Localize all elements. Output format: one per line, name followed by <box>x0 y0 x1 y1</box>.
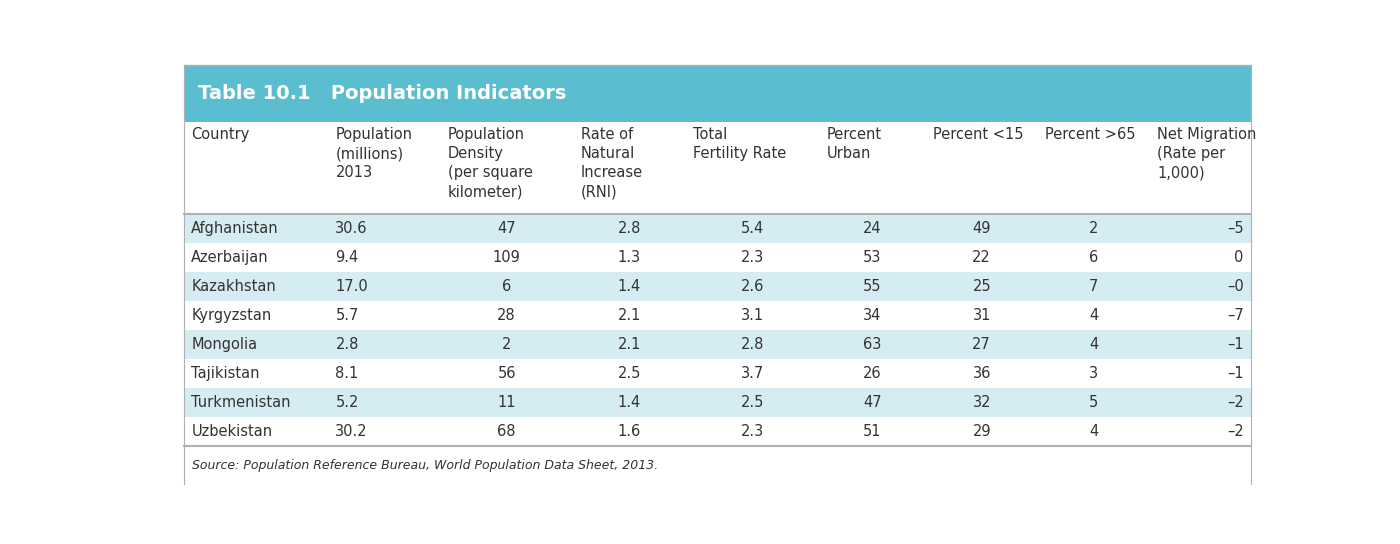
Text: 2.6: 2.6 <box>741 279 764 294</box>
Text: 63: 63 <box>864 337 882 353</box>
Text: 47: 47 <box>862 395 882 410</box>
Bar <box>183 447 1252 484</box>
Text: 6: 6 <box>503 279 511 294</box>
Text: Rate of
Natural
Increase
(RNI): Rate of Natural Increase (RNI) <box>581 127 643 200</box>
Text: 24: 24 <box>862 221 882 236</box>
Text: Percent >65: Percent >65 <box>1046 127 1135 142</box>
Text: 11: 11 <box>497 395 515 410</box>
Text: Kyrgyzstan: Kyrgyzstan <box>192 308 272 323</box>
Text: 29: 29 <box>973 424 991 440</box>
Text: 4: 4 <box>1089 308 1099 323</box>
Text: 3: 3 <box>1089 366 1099 381</box>
Text: Total
Fertility Rate: Total Fertility Rate <box>693 127 787 161</box>
Text: 55: 55 <box>862 279 882 294</box>
Text: 1.3: 1.3 <box>617 250 641 265</box>
Text: 109: 109 <box>493 250 521 265</box>
Text: 4: 4 <box>1089 337 1099 353</box>
Text: Tajikistan: Tajikistan <box>192 366 260 381</box>
Text: 56: 56 <box>497 366 515 381</box>
Text: 5.4: 5.4 <box>741 221 764 236</box>
Text: 2.5: 2.5 <box>741 395 764 410</box>
Bar <box>183 122 1252 214</box>
Text: 2: 2 <box>1089 221 1099 236</box>
Text: 7: 7 <box>1089 279 1099 294</box>
Text: 22: 22 <box>973 250 991 265</box>
Text: 1.4: 1.4 <box>617 279 641 294</box>
Text: 47: 47 <box>497 221 517 236</box>
Text: 1.6: 1.6 <box>617 424 641 440</box>
Text: 53: 53 <box>864 250 882 265</box>
Text: 25: 25 <box>973 279 991 294</box>
Text: 32: 32 <box>973 395 991 410</box>
Text: Population
Density
(per square
kilometer): Population Density (per square kilometer… <box>448 127 532 200</box>
Text: 2.1: 2.1 <box>617 337 641 353</box>
Text: 27: 27 <box>973 337 991 353</box>
Text: Source: Population Reference Bureau, World Population Data Sheet, 2013.: Source: Population Reference Bureau, Wor… <box>192 459 658 472</box>
Text: 2.8: 2.8 <box>336 337 358 353</box>
Text: 0: 0 <box>1235 250 1243 265</box>
Text: 2.8: 2.8 <box>617 221 641 236</box>
Bar <box>183 272 1252 301</box>
Text: –7: –7 <box>1226 308 1243 323</box>
Text: 30.6: 30.6 <box>336 221 368 236</box>
Text: 2.8: 2.8 <box>741 337 764 353</box>
Text: 51: 51 <box>862 424 882 440</box>
Text: 2.1: 2.1 <box>617 308 641 323</box>
Text: 4: 4 <box>1089 424 1099 440</box>
Text: Net Migration
(Rate per
1,000): Net Migration (Rate per 1,000) <box>1158 127 1257 180</box>
Text: –1: –1 <box>1226 337 1243 353</box>
Text: Azerbaijan: Azerbaijan <box>192 250 269 265</box>
Text: 3.1: 3.1 <box>741 308 764 323</box>
Bar <box>183 388 1252 417</box>
Text: Population
(millions)
2013: Population (millions) 2013 <box>336 127 413 180</box>
Text: 8.1: 8.1 <box>336 366 358 381</box>
Text: 5.7: 5.7 <box>336 308 358 323</box>
Text: 26: 26 <box>862 366 882 381</box>
Text: Percent <15: Percent <15 <box>934 127 1023 142</box>
Text: –2: –2 <box>1226 424 1243 440</box>
Text: 36: 36 <box>973 366 991 381</box>
Text: 30.2: 30.2 <box>336 424 368 440</box>
Text: –2: –2 <box>1226 395 1243 410</box>
Text: 5.2: 5.2 <box>336 395 358 410</box>
Text: 2: 2 <box>503 337 511 353</box>
Bar <box>183 301 1252 330</box>
Text: 2.3: 2.3 <box>741 424 764 440</box>
Text: 49: 49 <box>973 221 991 236</box>
Text: 17.0: 17.0 <box>336 279 368 294</box>
Text: 31: 31 <box>973 308 991 323</box>
Text: Uzbekistan: Uzbekistan <box>192 424 273 440</box>
Text: –1: –1 <box>1226 366 1243 381</box>
Text: 9.4: 9.4 <box>336 250 358 265</box>
Text: Table 10.1   Population Indicators: Table 10.1 Population Indicators <box>197 84 566 103</box>
Text: Turkmenistan: Turkmenistan <box>192 395 291 410</box>
Text: 28: 28 <box>497 308 517 323</box>
Text: –0: –0 <box>1226 279 1243 294</box>
Text: 2.5: 2.5 <box>617 366 641 381</box>
Bar <box>183 214 1252 243</box>
Bar <box>183 243 1252 272</box>
Text: 5: 5 <box>1089 395 1099 410</box>
Bar <box>183 330 1252 359</box>
Text: 3.7: 3.7 <box>741 366 764 381</box>
Text: 34: 34 <box>864 308 882 323</box>
Text: 68: 68 <box>497 424 515 440</box>
Text: Afghanistan: Afghanistan <box>192 221 279 236</box>
Bar <box>183 417 1252 447</box>
Text: 1.4: 1.4 <box>617 395 641 410</box>
Bar <box>183 65 1252 122</box>
Text: 6: 6 <box>1089 250 1099 265</box>
Text: 2.3: 2.3 <box>741 250 764 265</box>
Text: Kazakhstan: Kazakhstan <box>192 279 276 294</box>
Bar <box>183 359 1252 388</box>
Text: Mongolia: Mongolia <box>192 337 258 353</box>
Text: Percent
Urban: Percent Urban <box>826 127 882 161</box>
Text: Country: Country <box>192 127 249 142</box>
Text: –5: –5 <box>1226 221 1243 236</box>
